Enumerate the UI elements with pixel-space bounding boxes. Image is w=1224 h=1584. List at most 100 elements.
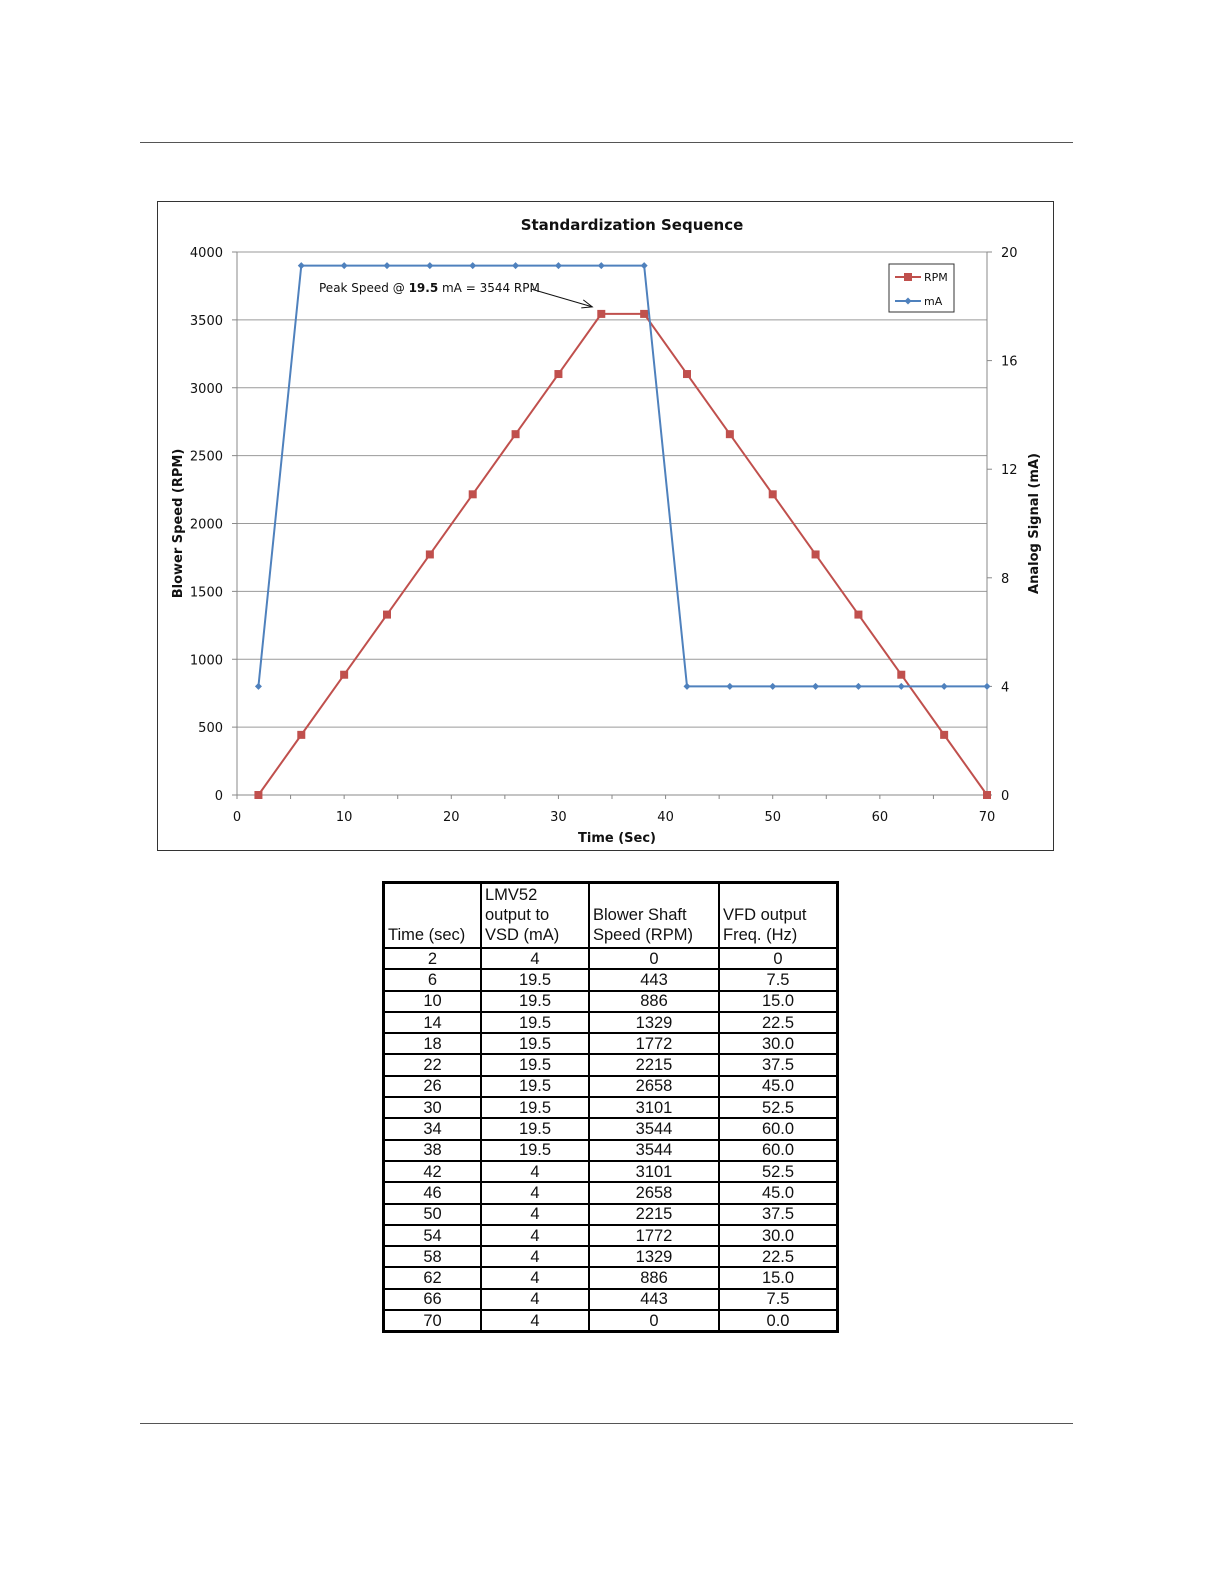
table-body: 2 4 0 0 6 19.5 443 7.5 10 19.5 886 15.0 14 19.5 1329 22… bbox=[382, 948, 839, 1333]
legend-label: RPM bbox=[924, 271, 948, 284]
table-cell: 10 bbox=[382, 990, 482, 1013]
y-right-tick-label: 0 bbox=[1001, 789, 1009, 804]
table-row: 30 19.5 3101 52.5 bbox=[382, 1097, 839, 1120]
table-cell: 1329 bbox=[588, 1246, 720, 1269]
rpm-point bbox=[768, 490, 777, 499]
rpm-point bbox=[811, 550, 820, 559]
ma-point bbox=[383, 262, 391, 270]
table-cell: 22 bbox=[382, 1054, 482, 1077]
header-vsd-line-1: LMV52 bbox=[485, 886, 538, 904]
series-line-ma bbox=[257, 264, 987, 688]
x-tick-label: 70 bbox=[979, 810, 996, 825]
ma-point bbox=[812, 682, 820, 690]
table-cell: 4 bbox=[480, 1246, 590, 1269]
table-cell: 7.5 bbox=[718, 969, 839, 992]
ma-point bbox=[297, 262, 305, 270]
data-table-container: Time (sec) LMV52 output to VSD (mA) Blow… bbox=[382, 881, 839, 1334]
table-cell: 66 bbox=[382, 1288, 482, 1312]
annotation-text: Peak Speed @ 19.5 mA = 3544 RPM bbox=[319, 281, 540, 295]
annotation-arrow-head bbox=[581, 299, 594, 309]
annotation-arrow-line bbox=[530, 288, 593, 308]
header-vsd: LMV52 output to VSD (mA) bbox=[480, 882, 590, 949]
x-tick-label: 0 bbox=[233, 810, 241, 825]
table-cell: 15.0 bbox=[718, 1267, 839, 1290]
legend-label: mA bbox=[924, 295, 943, 308]
table-row: 22 19.5 2215 37.5 bbox=[382, 1054, 839, 1077]
table-cell: 6 bbox=[382, 969, 482, 992]
table-cell: 38 bbox=[382, 1139, 482, 1162]
table-cell: 54 bbox=[382, 1224, 482, 1248]
legend-marker-rpm bbox=[904, 273, 912, 281]
header-time-line-2 bbox=[388, 905, 477, 925]
rpm-point bbox=[297, 730, 306, 739]
legend-box bbox=[888, 263, 955, 313]
table-cell: 1329 bbox=[588, 1011, 720, 1035]
table-cell: 45.0 bbox=[718, 1182, 839, 1205]
header-freq-line-2: VFD output bbox=[723, 906, 807, 924]
rpm-point bbox=[854, 610, 863, 619]
table-cell: 26 bbox=[382, 1075, 482, 1099]
table-cell: 19.5 bbox=[480, 969, 590, 992]
table-cell: 4 bbox=[480, 1267, 590, 1290]
x-tick-label: 10 bbox=[336, 810, 353, 825]
data-table: Time (sec) LMV52 output to VSD (mA) Blow… bbox=[382, 881, 839, 1334]
ma-point bbox=[597, 262, 605, 270]
y-left-axis-title: Blower Speed (RPM) bbox=[171, 449, 186, 599]
x-tick-label: 40 bbox=[657, 810, 674, 825]
table-cell: 4 bbox=[480, 1182, 590, 1205]
header-rule bbox=[140, 142, 1073, 143]
table-cell: 19.5 bbox=[480, 1097, 590, 1120]
table-cell: 15.0 bbox=[718, 990, 839, 1013]
y-right-tick-label: 20 bbox=[1001, 246, 1018, 261]
x-tick-label: 50 bbox=[764, 810, 781, 825]
table-cell: 4 bbox=[480, 1203, 590, 1226]
rpm-point bbox=[383, 610, 391, 619]
table-cell: 4 bbox=[480, 1310, 590, 1333]
table-cell: 3544 bbox=[588, 1139, 720, 1162]
y-right-tick-label: 4 bbox=[1001, 680, 1009, 695]
rpm-point bbox=[983, 791, 991, 799]
x-tick-label: 20 bbox=[443, 810, 460, 825]
table-cell: 45.0 bbox=[718, 1075, 839, 1099]
table-row: 6 19.5 443 7.5 bbox=[382, 969, 839, 992]
table-cell: 19.5 bbox=[480, 1118, 590, 1141]
table-row: 34 19.5 3544 60.0 bbox=[382, 1118, 839, 1141]
ma-point bbox=[254, 682, 262, 690]
table-cell: 0.0 bbox=[718, 1310, 839, 1333]
table-cell: 34 bbox=[382, 1118, 482, 1141]
table-cell: 0 bbox=[588, 1310, 720, 1333]
rpm-point bbox=[940, 730, 949, 739]
ma-point bbox=[640, 262, 648, 270]
header-freq-line-1 bbox=[723, 885, 833, 905]
legend-marker-ma bbox=[904, 297, 912, 305]
rpm-point bbox=[640, 309, 649, 318]
rpm-point bbox=[511, 430, 520, 439]
table-cell: 30 bbox=[382, 1097, 482, 1120]
table-row: 14 19.5 1329 22.5 bbox=[382, 1011, 839, 1035]
table-row: 54 4 1772 30.0 bbox=[382, 1224, 839, 1248]
y-right-tick-label: 8 bbox=[1001, 572, 1009, 587]
header-speed: Blower Shaft Speed (RPM) bbox=[588, 882, 720, 949]
table-cell: 2 bbox=[382, 948, 482, 971]
table-cell: 42 bbox=[382, 1160, 482, 1184]
header-speed-line-2: Blower Shaft bbox=[593, 906, 687, 924]
table-cell: 30.0 bbox=[718, 1033, 839, 1056]
ma-point bbox=[726, 682, 734, 690]
table-cell: 58 bbox=[382, 1246, 482, 1269]
table-cell: 0 bbox=[588, 948, 720, 971]
y-left-tick-label: 1500 bbox=[190, 585, 223, 600]
ma-point bbox=[469, 262, 477, 270]
standardization-chart: 0 10 20 30 40 50 60 700500100015002000250030003… bbox=[171, 216, 1042, 846]
table-cell: 2215 bbox=[588, 1054, 720, 1077]
y-left-tick-label: 3500 bbox=[190, 314, 223, 329]
header-vsd-line-2: output to bbox=[485, 906, 550, 924]
table-cell: 3101 bbox=[588, 1160, 720, 1184]
table-cell: 2658 bbox=[588, 1182, 720, 1205]
rpm-point bbox=[554, 370, 563, 379]
table-row: 10 19.5 886 15.0 bbox=[382, 990, 839, 1013]
table-row: 62 4 886 15.0 bbox=[382, 1267, 839, 1290]
table-cell: 19.5 bbox=[480, 1011, 590, 1035]
header-time-line-3: Time (sec) bbox=[388, 926, 466, 944]
table-cell: 62 bbox=[382, 1267, 482, 1290]
table-row: 50 4 2215 37.5 bbox=[382, 1203, 839, 1226]
